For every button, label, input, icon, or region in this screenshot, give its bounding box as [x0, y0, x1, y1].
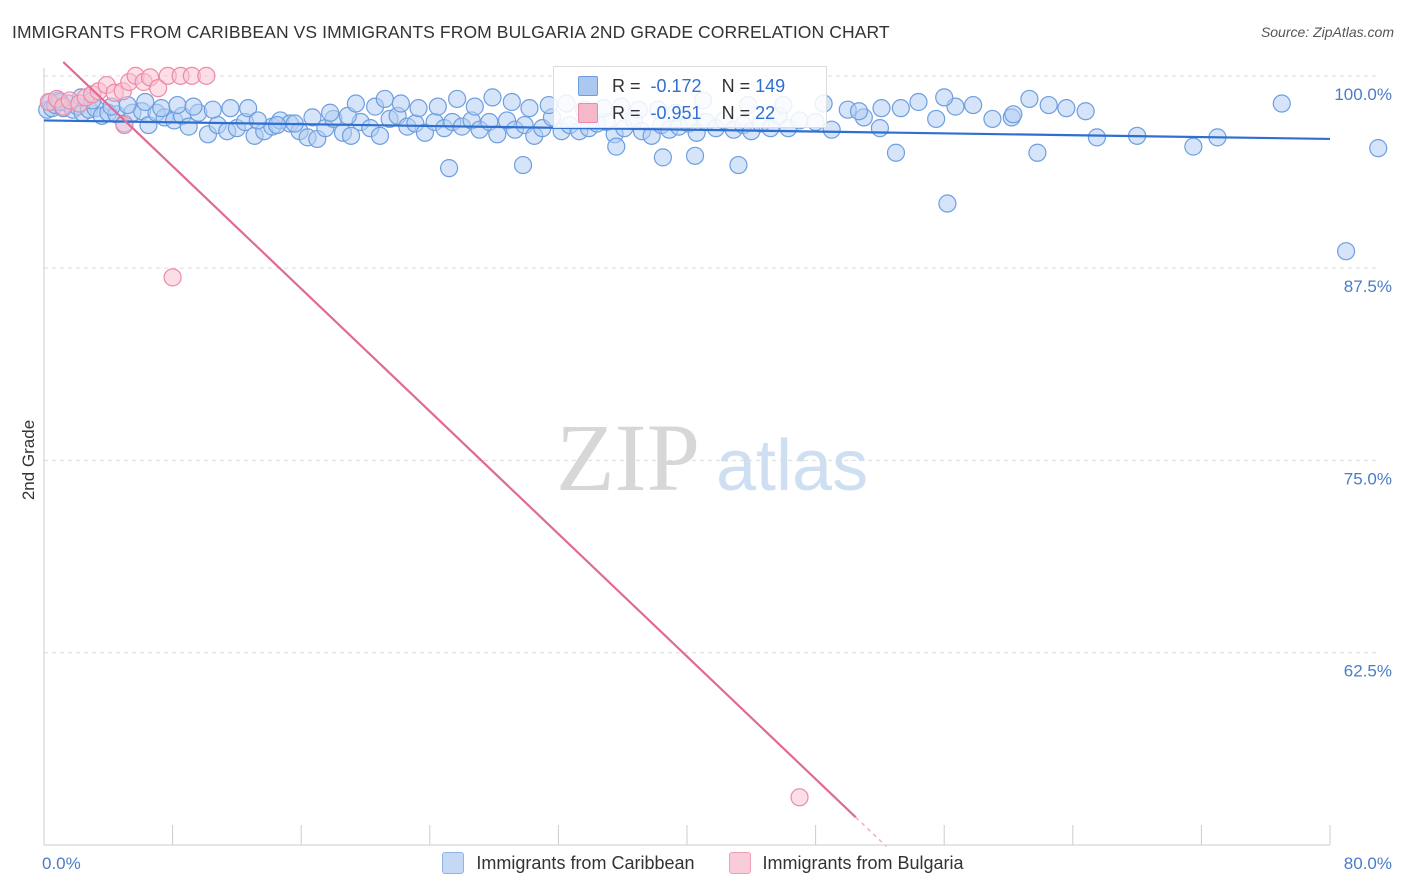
point-0-151: [886, 143, 906, 162]
point-0-157: [729, 155, 748, 175]
legend-n-value: 22: [755, 102, 776, 123]
x-tick-label-0: 0.0%: [42, 854, 81, 873]
trend-line-0: [43, 119, 1331, 141]
point-0-158: [1028, 143, 1047, 162]
point-0-124: [321, 103, 340, 122]
point-0-163: [1272, 94, 1291, 113]
point-0-136: [520, 99, 539, 118]
legend-swatch-caribbean: [578, 76, 598, 96]
stats-legend-row-caribbean: R = -0.172 N = 149: [554, 73, 785, 99]
point-0-123: [303, 108, 322, 127]
point-0-103: [1020, 89, 1039, 109]
point-0-96: [891, 99, 910, 118]
point-0-120: [248, 111, 267, 130]
y-tick-labels: 62.5% 75.0% 87.5% 100.0%: [1334, 85, 1392, 681]
bottom-legend: Immigrants from Caribbean Immigrants fro…: [0, 852, 1406, 874]
y-tick-label-0: 62.5%: [1344, 662, 1392, 681]
trend-line-1: [62, 61, 857, 819]
trend-lines: [43, 61, 1331, 847]
stats-legend: R = -0.172 N = 149 R = -0.951 N = 22: [553, 66, 827, 128]
legend-n-label: N =: [721, 102, 751, 123]
point-0-92: [822, 120, 841, 139]
point-0-134: [483, 88, 502, 107]
bottom-legend-caribbean: Immigrants from Caribbean: [442, 852, 695, 874]
point-1-19: [197, 66, 216, 85]
legend-n-label: N =: [721, 75, 751, 96]
point-0-105: [1057, 99, 1076, 118]
watermark: ZIP atlas: [556, 404, 868, 511]
point-1-22: [790, 788, 809, 807]
y-axis-label: 2nd Grade: [19, 420, 38, 500]
legend-r-value: -0.951: [650, 102, 702, 123]
point-0-132: [448, 89, 467, 109]
point-0-114: [152, 99, 171, 118]
grid: [44, 75, 1380, 654]
point-0-150: [870, 119, 890, 138]
trend-line-extension: [855, 816, 887, 847]
legend-r-label: R =: [612, 102, 641, 123]
point-0-154: [607, 137, 626, 156]
point-0-156: [685, 146, 705, 165]
point-0-152: [439, 159, 459, 178]
series-1: [39, 66, 809, 807]
watermark-atlas: atlas: [716, 426, 868, 506]
x-tick-labels: 0.0% 80.0%: [42, 854, 1392, 873]
bottom-legend-bulgaria: Immigrants from Bulgaria: [728, 852, 964, 874]
point-0-165: [1369, 139, 1388, 158]
point-0-101: [983, 109, 1002, 129]
point-0-57: [488, 125, 507, 144]
point-1-15: [149, 79, 168, 98]
point-0-130: [409, 99, 428, 118]
watermark-zip: ZIP: [556, 404, 700, 511]
y-tick-label-1: 75.0%: [1344, 469, 1392, 488]
bottom-legend-swatch-caribbean: [442, 852, 465, 874]
point-0-131: [428, 97, 447, 116]
point-0-113: [136, 92, 155, 112]
point-0-119: [239, 99, 258, 118]
point-0-117: [203, 100, 222, 119]
bottom-legend-swatch-bulgaria: [728, 852, 751, 874]
point-0-129: [391, 94, 410, 113]
point-0-135: [502, 92, 521, 112]
axes: [43, 68, 1331, 846]
point-0-126: [346, 94, 365, 113]
bottom-legend-label-caribbean: Immigrants from Caribbean: [476, 852, 695, 873]
point-0-98: [927, 109, 946, 129]
legend-r-value: -0.172: [650, 75, 702, 96]
point-0-116: [184, 97, 203, 116]
point-0-169: [1004, 105, 1023, 124]
source-label: Source: ZipAtlas.com: [1260, 24, 1394, 40]
point-0-128: [375, 89, 394, 109]
point-0-121: [267, 115, 287, 135]
x-tick-label-1: 80.0%: [1344, 854, 1392, 873]
point-0-100: [964, 95, 983, 115]
point-0-164: [1336, 242, 1356, 261]
point-1-21: [163, 268, 182, 287]
point-0-118: [221, 99, 240, 118]
point-0-133: [465, 97, 484, 116]
point-0-44: [370, 126, 390, 145]
chart-title: IMMIGRANTS FROM CARIBBEAN VS IMMIGRANTS …: [12, 22, 890, 42]
y-tick-label-3: 100.0%: [1334, 85, 1392, 104]
point-0-107: [935, 88, 954, 107]
point-0-161: [1184, 137, 1203, 156]
legend-n-value: 149: [755, 75, 786, 96]
y-tick-label-2: 87.5%: [1344, 277, 1392, 296]
legend-r-label: R =: [612, 75, 641, 96]
point-0-106: [1076, 102, 1095, 121]
point-0-159: [1087, 128, 1107, 147]
bottom-legend-label-bulgaria: Immigrants from Bulgaria: [762, 852, 964, 873]
point-0-95: [872, 99, 891, 118]
stats-legend-row-bulgaria: R = -0.951 N = 22: [554, 100, 775, 126]
point-0-153: [513, 155, 533, 175]
point-0-168: [938, 194, 957, 213]
point-0-149: [849, 102, 869, 121]
point-0-115: [168, 95, 187, 115]
point-0-41: [341, 126, 361, 145]
point-0-155: [653, 148, 672, 167]
legend-swatch-bulgaria: [578, 103, 598, 123]
point-0-104: [1039, 95, 1058, 115]
point-0-97: [909, 92, 928, 112]
